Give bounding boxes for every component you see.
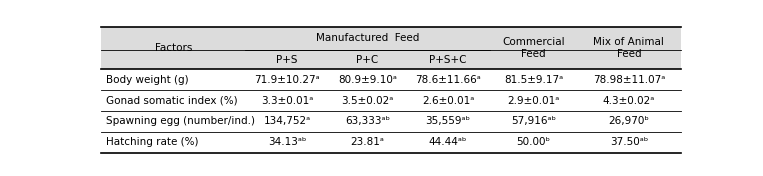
Text: Body weight (g): Body weight (g) (106, 75, 188, 85)
Text: 81.5±9.17ᵃ: 81.5±9.17ᵃ (504, 75, 563, 85)
Text: Spawning egg (number/ind.): Spawning egg (number/ind.) (106, 116, 255, 126)
Text: 50.00ᵇ: 50.00ᵇ (517, 137, 550, 147)
Text: 2.6±0.01ᵃ: 2.6±0.01ᵃ (422, 96, 474, 106)
Text: 35,559ᵃᵇ: 35,559ᵃᵇ (426, 116, 471, 126)
Text: Gonad somatic index (%): Gonad somatic index (%) (106, 96, 237, 106)
Text: Hatching rate (%): Hatching rate (%) (106, 137, 198, 147)
Text: P+C: P+C (356, 55, 378, 65)
Text: P+S+C: P+S+C (430, 55, 467, 65)
Text: Commercial
Feed: Commercial Feed (502, 37, 565, 59)
Text: Mix of Animal
Feed: Mix of Animal Feed (594, 37, 665, 59)
Text: 23.81ᵃ: 23.81ᵃ (351, 137, 385, 147)
Text: 78.98±11.07ᵃ: 78.98±11.07ᵃ (593, 75, 665, 85)
Text: 3.5±0.02ᵃ: 3.5±0.02ᵃ (342, 96, 394, 106)
Text: Manufactured  Feed: Manufactured Feed (316, 33, 420, 43)
Text: 4.3±0.02ᵃ: 4.3±0.02ᵃ (603, 96, 655, 106)
Text: 34.13ᵃᵇ: 34.13ᵃᵇ (268, 137, 307, 147)
Text: 71.9±10.27ᵃ: 71.9±10.27ᵃ (254, 75, 320, 85)
Text: 78.6±11.66ᵃ: 78.6±11.66ᵃ (415, 75, 481, 85)
Text: 134,752ᵃ: 134,752ᵃ (264, 116, 311, 126)
Text: 37.50ᵃᵇ: 37.50ᵃᵇ (610, 137, 648, 147)
Text: 80.9±9.10ᵃ: 80.9±9.10ᵃ (338, 75, 397, 85)
Text: 63,333ᵃᵇ: 63,333ᵃᵇ (345, 116, 390, 126)
Bar (101, 27, 681, 69)
Text: Factors: Factors (155, 43, 192, 53)
Text: 57,916ᵃᵇ: 57,916ᵃᵇ (511, 116, 556, 126)
Text: 2.9±0.01ᵃ: 2.9±0.01ᵃ (507, 96, 559, 106)
Text: P+S: P+S (276, 55, 298, 65)
Text: 44.44ᵃᵇ: 44.44ᵃᵇ (429, 137, 467, 147)
Text: 3.3±0.01ᵃ: 3.3±0.01ᵃ (261, 96, 314, 106)
Text: 26,970ᵇ: 26,970ᵇ (608, 116, 649, 126)
